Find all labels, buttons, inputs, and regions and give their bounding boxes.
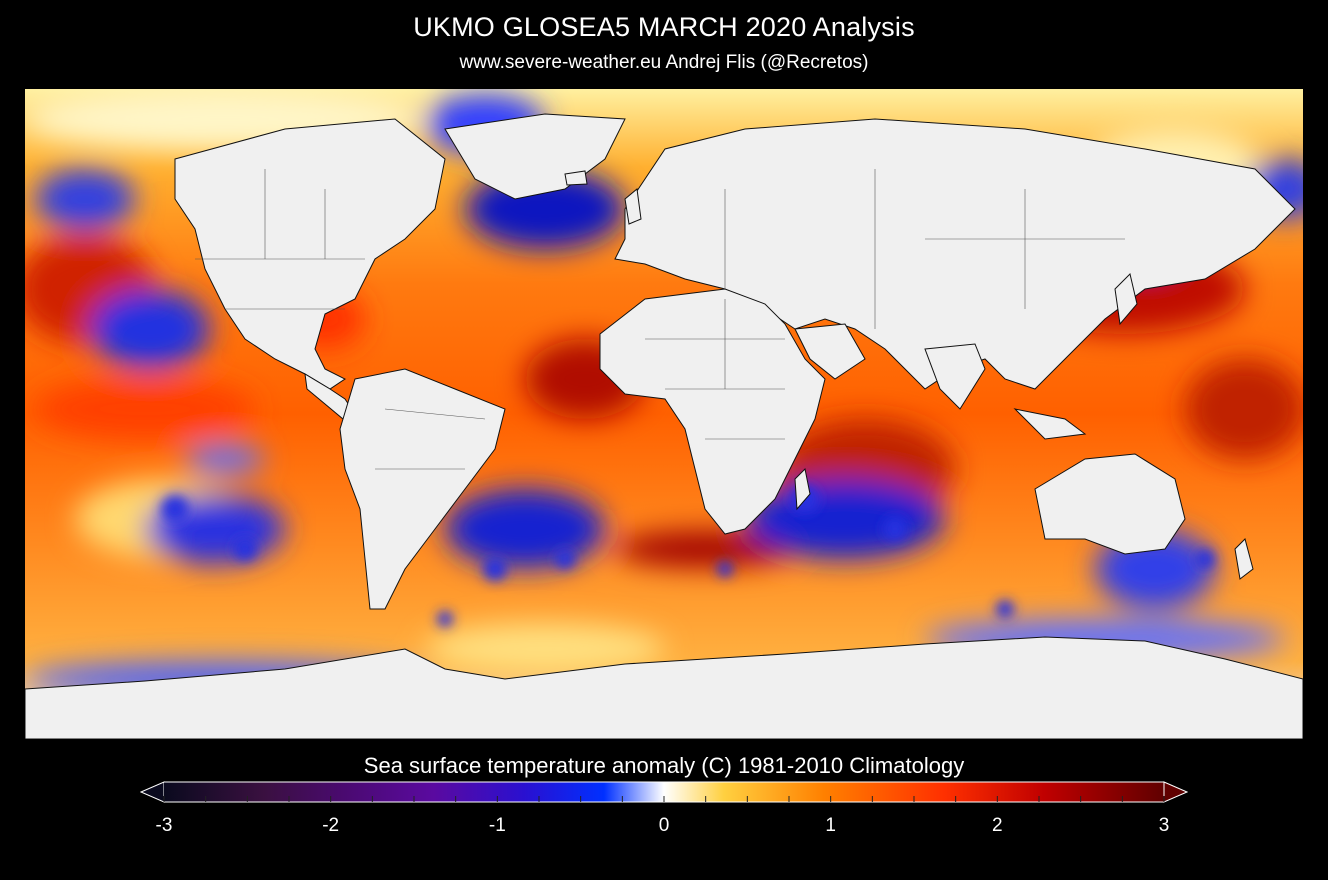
japan [1114,273,1138,326]
sst-anomaly-map [25,89,1303,739]
indonesia [1013,408,1087,440]
north-america [174,118,446,390]
madagascar [794,467,811,511]
country-borders [195,169,1125,470]
new-zealand [1234,538,1254,580]
world-map-svg [25,89,1303,739]
india [924,343,986,410]
great-britain [624,188,642,225]
colorbar-tick-label: 1 [825,815,836,836]
map-subtitle: www.severe-weather.eu Andrej Flis (@Recr… [459,52,869,73]
iceland [564,170,588,186]
australia [1034,453,1186,555]
map-title: UKMO GLOSEA5 MARCH 2020 Analysis [413,12,915,42]
colorbar-tick-label: 2 [992,815,1003,836]
eurasia [614,118,1296,390]
colorbar-label: Sea surface temperature anomaly (C) 1981… [363,753,965,778]
colorbar [140,781,1188,803]
colorbar-tick-label: -3 [155,815,173,836]
south-america [339,368,506,610]
arabia [794,323,866,380]
colorbar-tick-label: 3 [1158,815,1170,836]
antarctica [25,636,1303,739]
africa [599,288,826,535]
colorbar-tick-label: -2 [322,815,340,836]
colorbar-tick-label: 0 [658,815,670,836]
colorbar-left-arrow [140,781,165,803]
colorbar-tick-label: -1 [488,815,506,836]
colorbar-right-arrow [1163,781,1188,803]
landmasses [25,113,1303,739]
